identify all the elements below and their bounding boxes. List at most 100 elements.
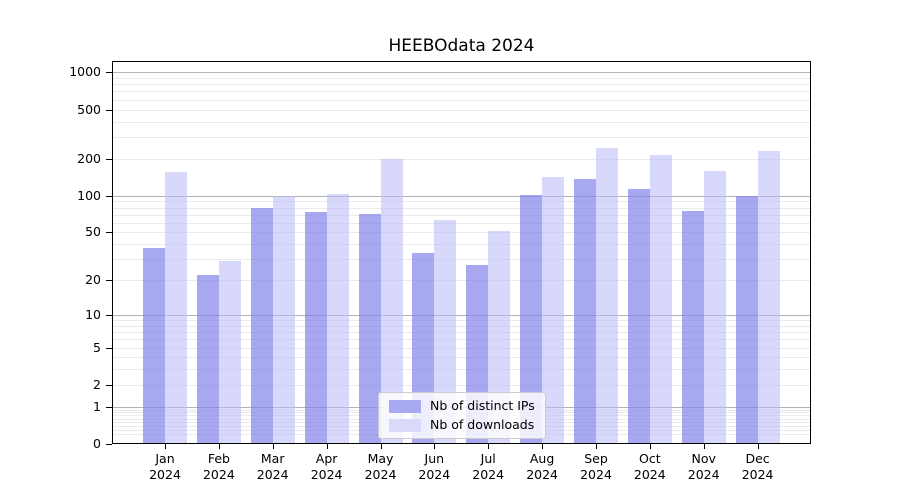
x-tick-label-year: 2024 bbox=[580, 467, 612, 482]
x-tick-label: Apr 2024 bbox=[297, 451, 357, 483]
x-tick-label-month: Jun bbox=[424, 451, 445, 466]
y-tick-label: 2 bbox=[93, 376, 101, 392]
gridline-minor bbox=[113, 369, 810, 371]
y-tick-label: 1000 bbox=[69, 64, 101, 80]
x-tick bbox=[596, 444, 597, 449]
x-tick-label-year: 2024 bbox=[472, 467, 505, 482]
x-tick-label-month: Jan bbox=[155, 451, 175, 466]
gridline-minor bbox=[113, 207, 810, 209]
y-tick bbox=[106, 109, 112, 111]
gridline-minor bbox=[113, 384, 810, 386]
y-tick-label: 500 bbox=[77, 101, 101, 117]
legend-label-downloads: Nb of downloads bbox=[430, 417, 535, 432]
gridline-minor bbox=[113, 325, 810, 327]
legend-label-distinct-ips: Nb of distinct IPs bbox=[430, 398, 535, 413]
y-tick bbox=[106, 406, 112, 408]
bar-downloads-dec bbox=[757, 151, 780, 444]
x-tick-label-month: Apr bbox=[315, 451, 338, 466]
x-tick-label: Mar 2024 bbox=[243, 451, 303, 483]
x-tick-label: Jul 2024 bbox=[458, 451, 518, 483]
bar-downloads-mar bbox=[272, 195, 295, 444]
legend-item-distinct-ips: Nb of distinct IPs bbox=[389, 399, 535, 413]
y-tick-label: 5 bbox=[93, 339, 101, 355]
y-tick bbox=[106, 315, 112, 316]
bar-distinct-ips-sep bbox=[574, 178, 596, 444]
gridline-minor bbox=[113, 347, 810, 349]
bar-downloads-aug bbox=[542, 177, 565, 444]
x-tick-label-year: 2024 bbox=[149, 467, 181, 482]
x-tick-label-month: Jul bbox=[480, 451, 496, 466]
y-tick-label: 0 bbox=[93, 436, 101, 451]
gridline-minor bbox=[113, 91, 810, 93]
bar-distinct-ips-nov bbox=[681, 211, 704, 444]
legend: Nb of distinct IPs Nb of downloads bbox=[378, 392, 546, 439]
y-tick bbox=[106, 195, 112, 197]
x-tick bbox=[272, 444, 274, 449]
bar-distinct-ips-apr bbox=[304, 211, 327, 444]
x-tick-label-month: May bbox=[367, 451, 394, 466]
gridline-minor bbox=[113, 201, 810, 203]
x-tick bbox=[542, 444, 544, 449]
x-tick-label-month: Sep bbox=[584, 451, 608, 466]
x-tick-label: Jun 2024 bbox=[404, 451, 464, 483]
x-tick bbox=[488, 444, 490, 449]
gridline-minor bbox=[113, 158, 810, 160]
x-tick-label-month: Oct bbox=[638, 451, 661, 466]
x-tick-label-month: Aug bbox=[529, 451, 555, 466]
bar-downloads-sep bbox=[596, 147, 618, 444]
bar-distinct-ips-mar bbox=[250, 208, 273, 444]
bar-downloads-feb bbox=[218, 261, 241, 444]
x-tick bbox=[434, 444, 436, 449]
x-tick-label-year: 2024 bbox=[418, 467, 451, 482]
x-tick bbox=[218, 444, 220, 449]
x-tick-label-month: Nov bbox=[691, 451, 716, 466]
bar-downloads-may bbox=[380, 159, 403, 444]
bar-distinct-ips-feb bbox=[196, 275, 219, 444]
x-tick-label-month: Feb bbox=[207, 451, 230, 466]
gridline-minor bbox=[113, 121, 810, 123]
x-tick-label-year: 2024 bbox=[633, 467, 666, 482]
y-tick bbox=[106, 232, 112, 234]
x-tick-label-month: Mar bbox=[260, 451, 285, 466]
bar-downloads-apr bbox=[326, 193, 349, 444]
gridline-major bbox=[113, 315, 810, 316]
gridline-minor bbox=[113, 339, 810, 341]
x-tick-label: Aug 2024 bbox=[512, 451, 572, 483]
y-tick bbox=[106, 280, 112, 282]
legend-swatch-distinct-ips bbox=[389, 399, 421, 413]
y-tick-label: 1 bbox=[93, 398, 101, 414]
x-tick bbox=[649, 444, 651, 449]
y-tick bbox=[106, 72, 112, 74]
gridline-minor bbox=[113, 280, 810, 282]
bar-distinct-ips-aug bbox=[520, 194, 543, 444]
gridline-minor bbox=[113, 244, 810, 246]
x-tick bbox=[703, 444, 705, 449]
gridline-minor bbox=[113, 332, 810, 334]
y-tick-label: 100 bbox=[77, 187, 101, 203]
gridline-minor bbox=[113, 320, 810, 322]
x-tick-label-year: 2024 bbox=[364, 467, 397, 482]
y-tick bbox=[106, 384, 112, 386]
bar-distinct-ips-dec bbox=[735, 195, 758, 444]
x-tick-label-year: 2024 bbox=[256, 467, 289, 482]
x-tick-label-year: 2024 bbox=[202, 467, 235, 482]
y-tick-label: 200 bbox=[77, 150, 101, 166]
x-tick-label: Feb 2024 bbox=[189, 451, 249, 483]
bar-downloads-oct bbox=[649, 155, 672, 444]
legend-swatch-downloads bbox=[389, 418, 421, 432]
y-tick-label: 20 bbox=[85, 272, 101, 288]
gridline-minor bbox=[113, 214, 810, 216]
bar-distinct-ips-jan bbox=[143, 248, 165, 444]
bar-distinct-ips-oct bbox=[627, 188, 650, 444]
x-tick bbox=[380, 444, 382, 449]
gridline-minor bbox=[113, 77, 810, 79]
x-tick-label-year: 2024 bbox=[741, 467, 774, 482]
chart-title: HEEBOdata 2024 bbox=[388, 36, 535, 56]
x-tick bbox=[326, 444, 328, 449]
bar-downloads-jul bbox=[488, 231, 511, 444]
y-tick-label: 50 bbox=[85, 224, 101, 240]
x-tick bbox=[757, 444, 759, 449]
gridline-minor bbox=[113, 99, 810, 101]
y-tick bbox=[106, 347, 112, 349]
